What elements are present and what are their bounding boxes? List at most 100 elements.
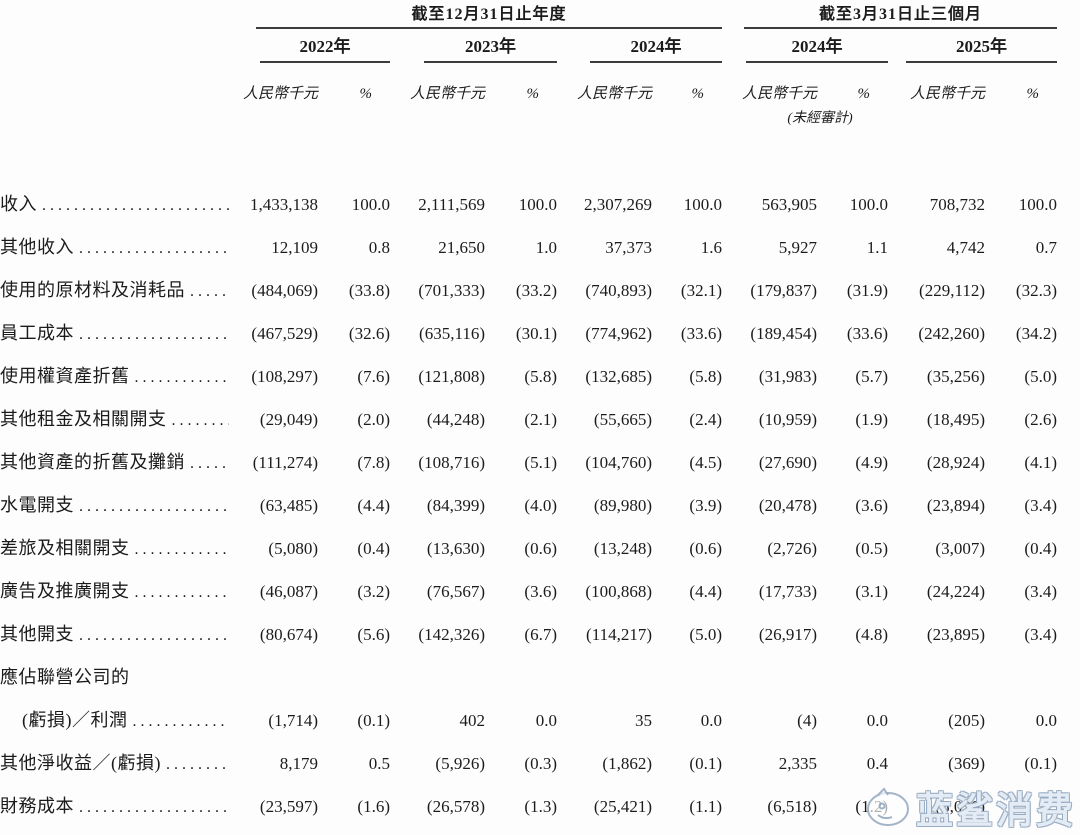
percent-2024-cell: (5.0) [689,625,722,644]
percent-2022-cell: (0.4) [357,539,390,558]
amount-2023-cell: (142,326) [418,625,485,644]
percent-label: % [691,86,705,102]
unit-header-row: 人民幣千元 % 人民幣千元 % 人民幣千元 % 人民幣千元 % 人民幣千元 % [0,63,1057,103]
percent-2025q1-cell: (3.4) [1024,625,1057,644]
amount-2022-cell: (80,674) [259,625,318,644]
amount-2025q1-cell: (242,260) [918,324,985,343]
unit-label: 人民幣千元 [576,86,652,102]
percent-2023-cell: (1.3) [524,797,557,816]
table-row: 差旅及相關開支 (5,080) (0.4) (13,630) (0.6) (13… [0,527,1057,570]
percent-label: % [857,86,871,102]
year-header-2022: 2022年 [260,32,390,63]
amount-2024q1-cell: 5,927 [778,238,817,257]
amount-2024-cell: (55,665) [593,410,652,429]
percent-2023-cell: (4.0) [524,496,557,515]
dot-leader [135,355,230,398]
row-label: 收入 [0,194,37,214]
percent-label: % [359,86,373,102]
percent-2023-cell: 0.0 [535,711,557,730]
table-row: 其他淨收益／(虧損) 8,179 0.5 (5,926) (0.3) (1,86… [0,742,1057,785]
percent-2024-cell: 100.0 [683,195,722,214]
row-label-cell: 其他開支 [0,613,232,656]
row-label-cell: 收入 [0,183,232,226]
percent-2023-cell: 1.0 [535,238,557,257]
amount-2025q1-cell: 708,732 [929,195,985,214]
percent-2022-cell: (5.6) [357,625,390,644]
unit-label: 人民幣千元 [242,86,318,102]
percent-2022-cell: 0.8 [368,238,390,257]
dot-leader [135,527,230,570]
percent-2022-cell: (33.8) [348,281,390,300]
amount-2024q1-cell: (27,690) [758,453,817,472]
table-row: 財務成本 (23,597) (1.6) (26,578) (1.3) (25,4… [0,785,1057,828]
amount-2023-cell: (13,630) [426,539,485,558]
amount-2024-cell: (114,217) [586,625,652,644]
amount-2022-cell: (467,529) [251,324,318,343]
table-row: 收入 1,433,138 100.0 2,111,569 100.0 2,307… [0,183,1057,226]
percent-2024-cell: (0.6) [689,539,722,558]
percent-2022-cell: 100.0 [351,195,390,214]
row-label: 使用權資產折舊 [0,366,130,386]
amount-2023-cell [390,656,485,699]
amount-2024-cell: (25,421) [593,797,652,816]
amount-2023-cell: (26,578) [426,797,485,816]
percent-2024-cell: (3.9) [689,496,722,515]
percent-2025q1-cell: (32.3) [1015,281,1057,300]
row-label: 員工成本 [0,323,74,343]
period-group-interim: 截至3月31日止三個月 [744,0,1057,29]
percent-2024-cell: (2.4) [689,410,722,429]
table-row: 其他租金及相關開支 (29,049) (2.0) (44,248) (2.1) … [0,398,1057,441]
row-label-cell: 員工成本 [0,312,232,355]
amount-2023-cell: (84,399) [426,496,485,515]
amount-2022-cell: (108,297) [251,367,318,386]
table-row: 使用權資產折舊 (108,297) (7.6) (121,808) (5.8) … [0,355,1057,398]
percent-2025q1-cell: (3.4) [1024,496,1057,515]
amount-2024-cell: 35 [635,711,652,730]
table-row: (虧損)／利潤 (1,714) (0.1) 402 0.0 35 0.0 (4)… [0,699,1057,742]
percent-2024-cell [652,656,722,699]
amount-2025q1-cell: (18,495) [926,410,985,429]
unit-label: 人民幣千元 [409,86,485,102]
table-row: 水電開支 (63,485) (4.4) (84,399) (4.0) (89,9… [0,484,1057,527]
amount-2022-cell: (111,274) [252,453,318,472]
amount-2023-cell: (701,333) [418,281,485,300]
row-label-cell: 使用的原材料及消耗品 [0,269,232,312]
year-header-2024: 2024年 [590,32,722,63]
year-header-row: 2022年 2023年 2024年 2024年 2025年 [0,26,1057,63]
row-label: 其他淨收益／(虧損) [0,753,161,773]
amount-2024q1-cell: (6,518) [767,797,817,816]
percent-2024-cell: (4.5) [689,453,722,472]
amount-2024q1-cell: (2,726) [767,539,817,558]
percent-2025q1-cell: (5.0) [1024,367,1057,386]
dot-leader [172,398,230,441]
percent-2024q1-cell: 1.1 [866,238,888,257]
row-label: 水電開支 [0,495,74,515]
amount-2022-cell: (1,714) [268,711,318,730]
percent-2022-cell: (3.2) [357,582,390,601]
amount-2022-cell: 12,109 [271,238,318,257]
row-label: (虧損)／利潤 [22,710,128,730]
percent-2025q1-cell: (3.4) [1024,582,1057,601]
unaudited-note: (未經審計) [787,111,853,126]
amount-2024-cell: (1,862) [602,754,652,773]
dot-leader [79,613,229,656]
amount-2023-cell: (121,808) [418,367,485,386]
row-label-cell: 財務成本 [0,785,232,828]
dot-leader [79,226,229,269]
percent-2024q1-cell: (31.9) [846,281,888,300]
amount-2023-cell: 21,650 [438,238,485,257]
dot-leader [79,785,229,828]
amount-2024q1-cell: (26,917) [758,625,817,644]
amount-2024-cell: (104,760) [585,453,652,472]
amount-2023-cell: (5,926) [435,754,485,773]
amount-2022-cell: (5,080) [268,539,318,558]
row-label-cell: 其他收入 [0,226,232,269]
percent-2022-cell: 0.5 [368,754,390,773]
table-row: 其他收入 12,109 0.8 21,650 1.0 37,373 1.6 5,… [0,226,1057,269]
percent-2022-cell: (0.1) [357,711,390,730]
percent-2023-cell: (5.1) [524,453,557,472]
percent-2023-cell: (2.1) [524,410,557,429]
percent-2024-cell: (1.1) [689,797,722,816]
amount-2025q1-cell: (3,007) [935,539,985,558]
